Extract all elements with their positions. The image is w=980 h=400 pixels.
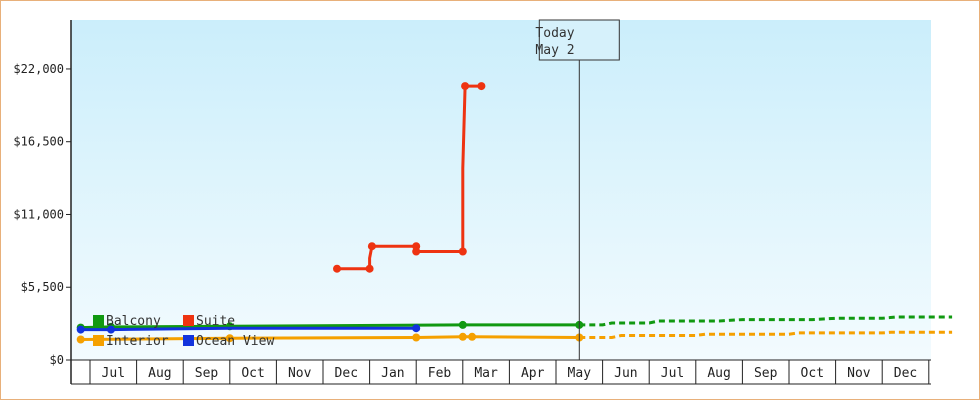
data-point-suite (412, 247, 421, 256)
data-point-interior (412, 333, 421, 342)
data-point-ocean-view (107, 325, 115, 334)
y-tick-label: $0 (50, 353, 64, 367)
y-tick-label: $16,500 (13, 135, 64, 149)
data-point-suite (365, 264, 374, 273)
series-layer (76, 82, 953, 344)
x-tick-label: Oct (801, 366, 824, 381)
x-tick-label: Jun (614, 366, 637, 381)
x-tick-label: May (568, 366, 592, 381)
legend-label-ocean-view: Ocean View (196, 334, 274, 349)
x-tick-label: Jul (661, 366, 684, 381)
x-tick-label: Jan (381, 366, 404, 381)
forecast-line-balcony (579, 315, 953, 327)
plot-area (71, 20, 931, 360)
x-tick-label: Apr (521, 366, 545, 381)
data-point-suite (458, 247, 467, 256)
series-line-ocean-view (80, 326, 417, 332)
today-label: Today (535, 26, 574, 41)
data-point-ocean-view (76, 325, 85, 334)
y-tick-label: $22,000 (13, 62, 64, 76)
legend-swatch-ocean-view (183, 335, 194, 346)
data-point-interior (225, 334, 234, 343)
legend-swatch-balcony (93, 315, 104, 326)
y-tick-label: $5,500 (21, 280, 64, 294)
x-tick-label: Dec (335, 366, 358, 381)
x-tick-label: Jul (102, 366, 125, 381)
x-tick-label: Nov (847, 366, 871, 381)
x-tick-label: Aug (707, 366, 730, 381)
legend-label-interior: Interior (106, 334, 169, 349)
data-point-suite (367, 242, 376, 251)
series-ocean-view (76, 324, 421, 334)
today-box (538, 19, 620, 61)
data-point-suite (477, 82, 486, 91)
series-suite (333, 82, 486, 273)
today-date: May 2 (535, 43, 574, 58)
data-point-interior (76, 335, 85, 344)
x-tick-label: Sep (195, 366, 219, 381)
x-tick-label: Mar (474, 366, 498, 381)
y-tick-label: $11,000 (13, 207, 64, 221)
x-tick-label: Oct (241, 366, 264, 381)
data-point-interior (458, 332, 467, 341)
y-tick-layer: $0 $5,500 $11,000 $16,500 $22,000 (13, 62, 71, 367)
data-point-suite (461, 82, 470, 91)
data-point-ocean-view (412, 324, 421, 333)
x-tick-label: Feb (428, 366, 452, 381)
x-tick-layer: Jul Aug Sep Oct Nov Dec Jan Feb Mar Apr May Jun Jul A… (89, 360, 930, 384)
data-point-balcony (458, 320, 467, 329)
x-tick-label: Dec (894, 366, 917, 381)
x-tick-label: Aug (148, 366, 171, 381)
x-tick-label: Sep (754, 366, 778, 381)
series-line-interior (80, 335, 580, 341)
legend-label-balcony: Balcony (106, 314, 161, 329)
data-point-interior (468, 332, 477, 341)
data-point-suite (333, 264, 341, 273)
legend-label-suite: Suite (196, 314, 235, 329)
legend-swatch-suite (183, 315, 194, 326)
x-tick-label: Nov (288, 366, 312, 381)
legend: Balcony Suite Interior Ocean View (93, 314, 274, 349)
legend-swatch-interior (93, 335, 104, 346)
today-marker: Today May 2 (535, 19, 620, 360)
